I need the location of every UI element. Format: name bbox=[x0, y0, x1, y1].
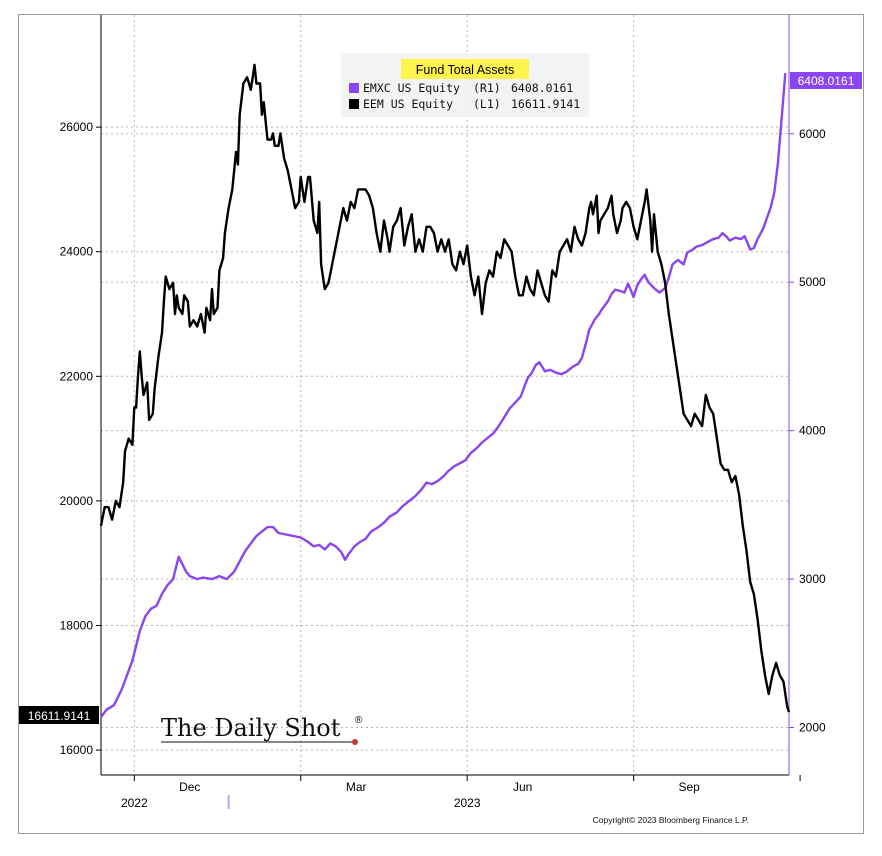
legend: Fund Total Assets EMXC US Equity (R1) 64… bbox=[341, 53, 589, 117]
legend-swatch-emxc bbox=[349, 83, 359, 93]
last-value-tag-left: 16611.9141 bbox=[19, 706, 99, 724]
x-axis-ticks: Dec Mar Jun Sep 2022 2023 bbox=[121, 775, 801, 810]
x-tick-label-dec: Dec bbox=[179, 780, 200, 794]
left-tick-label-18000: 18000 bbox=[60, 618, 94, 632]
right-tick-label-3000: 3000 bbox=[799, 572, 826, 586]
last-value-tag-emxc-bg bbox=[790, 72, 862, 89]
last-value-tag-emxc: 6408.0161 bbox=[798, 74, 855, 88]
legend-value-eem: 16611.9141 bbox=[511, 97, 580, 111]
last-value-tag-eem-bg bbox=[19, 706, 99, 724]
right-tick-label-4000: 4000 bbox=[799, 424, 826, 438]
right-tick-label-2000: 2000 bbox=[799, 721, 826, 735]
legend-title-highlight bbox=[401, 59, 529, 79]
series-line-eem bbox=[99, 63, 791, 713]
legend-axis-eem: (L1) bbox=[473, 97, 501, 111]
brand-logo-mark: ® bbox=[355, 715, 363, 726]
legend-title: Fund Total Assets bbox=[416, 63, 514, 77]
left-axis-ticks: 16000 18000 20000 22000 24000 26000 bbox=[60, 120, 101, 757]
copyright-text: Copyright© 2023 Bloomberg Finance L.P. bbox=[593, 815, 749, 825]
legend-value-emxc: 6408.0161 bbox=[511, 81, 573, 95]
left-tick-label-20000: 20000 bbox=[60, 494, 94, 508]
legend-axis-emxc: (R1) bbox=[473, 81, 501, 95]
last-value-tag-right: 6408.0161 bbox=[790, 72, 862, 89]
last-value-tag-eem: 16611.9141 bbox=[28, 709, 91, 723]
brand-dot bbox=[352, 739, 358, 745]
chart-frame: 16000 18000 20000 22000 24000 26000 2000 3000 4… bbox=[18, 14, 864, 834]
brand-logo-text: The Daily Shot bbox=[161, 714, 341, 742]
right-tick-label-6000: 6000 bbox=[799, 127, 826, 141]
x-year-label-2022: 2022 bbox=[121, 796, 148, 810]
axes bbox=[100, 15, 790, 776]
legend-name-eem: EEM US Equity bbox=[363, 97, 453, 111]
right-tick-label-5000: 5000 bbox=[799, 275, 826, 289]
x-tick-label-sep: Sep bbox=[678, 780, 700, 794]
left-tick-label-24000: 24000 bbox=[60, 245, 94, 259]
right-axis-ticks: 2000 3000 4000 5000 6000 bbox=[789, 127, 826, 735]
chart-svg: 16000 18000 20000 22000 24000 26000 2000 3000 4… bbox=[19, 15, 862, 825]
x-year-label-2023: 2023 bbox=[454, 796, 481, 810]
legend-swatch-eem bbox=[349, 99, 359, 109]
left-tick-label-26000: 26000 bbox=[60, 120, 94, 134]
legend-name-emxc: EMXC US Equity bbox=[363, 81, 460, 95]
series-line-emxc bbox=[100, 73, 787, 718]
series-layer bbox=[99, 63, 791, 718]
x-tick-label-jun: Jun bbox=[513, 780, 532, 794]
left-tick-label-22000: 22000 bbox=[60, 369, 94, 383]
x-tick-label-mar: Mar bbox=[346, 780, 367, 794]
left-tick-label-16000: 16000 bbox=[60, 743, 94, 757]
brand-logo: The Daily Shot ® bbox=[161, 714, 363, 745]
grid-lines bbox=[101, 15, 789, 775]
